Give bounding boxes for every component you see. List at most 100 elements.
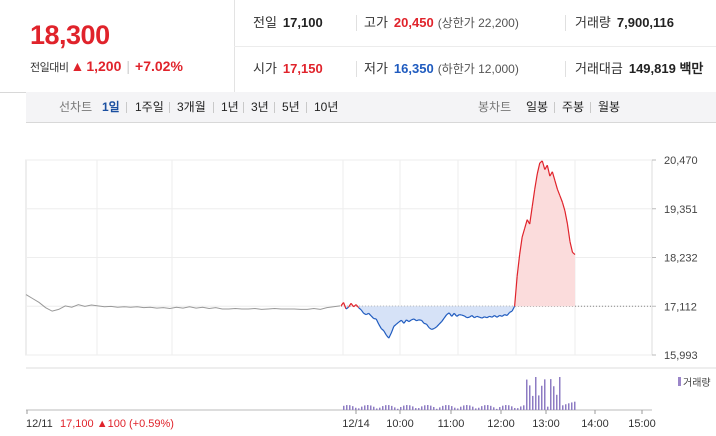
price-series-line — [365, 312, 369, 316]
divider — [565, 61, 566, 77]
volume-bar — [406, 405, 408, 410]
volume-bar — [364, 405, 366, 410]
price-series-line — [534, 173, 538, 190]
volume-bar — [511, 406, 513, 410]
lower-limit: (하한가 12,000) — [437, 62, 519, 76]
volume-bar — [502, 405, 504, 410]
volume-bar — [421, 406, 423, 410]
price-series-line — [426, 323, 430, 329]
price-series-line — [531, 189, 536, 207]
price-series-line — [501, 314, 505, 317]
current-price: 18,300 — [30, 20, 110, 50]
price-series-line — [395, 321, 400, 325]
volume-bar — [544, 379, 546, 410]
open-price: 시가 17,150 — [253, 46, 323, 92]
prev-close-value: 17,100 — [282, 15, 323, 30]
tab-daily-candle[interactable]: 일봉 — [526, 100, 549, 114]
volume-bar — [493, 407, 495, 410]
tab-monthly-candle[interactable]: 월봉 — [598, 100, 621, 114]
divider — [169, 102, 170, 113]
price-series-line — [431, 327, 435, 330]
volume-bar — [412, 406, 414, 410]
volume-bar — [403, 405, 405, 410]
price-series-line — [340, 302, 345, 307]
volume-bar — [487, 405, 489, 410]
price-series-line — [350, 302, 355, 308]
price-series-line — [516, 254, 521, 277]
x-tick-label: 13:00 — [532, 418, 560, 430]
price-series-line — [456, 314, 460, 317]
price-series-line — [504, 314, 508, 317]
price-series-line — [441, 317, 445, 322]
candle-chart-label: 봉차트 — [478, 100, 512, 114]
divider — [554, 102, 555, 113]
tab-weekly-candle[interactable]: 주봉 — [562, 100, 585, 114]
divider — [356, 61, 357, 77]
prev-close: 전일 17,100 — [253, 0, 323, 46]
price-series-line — [451, 312, 455, 317]
volume-bar — [472, 406, 474, 410]
divider: | — [126, 58, 131, 74]
volume-bar — [532, 395, 534, 410]
divider — [306, 102, 307, 113]
low-value: 16,350 — [393, 61, 434, 76]
trade-value: 거래대금 149,819 백만 — [575, 46, 703, 92]
volume-bar — [565, 404, 567, 410]
volume-bar — [373, 406, 375, 410]
price-series-line — [360, 309, 365, 314]
price-series-line — [378, 323, 382, 329]
price-series-line — [406, 319, 410, 323]
volume-value: 7,900,116 — [616, 15, 675, 30]
price-series-line — [443, 314, 448, 319]
y-tick-label: 19,351 — [664, 204, 698, 216]
volume-bar — [439, 407, 441, 410]
divider — [243, 102, 244, 113]
divider — [213, 102, 214, 113]
tab-3-months[interactable]: 3개월 — [177, 100, 206, 114]
price-series-line — [471, 315, 475, 319]
price-series-line — [551, 171, 556, 181]
price-series-line — [511, 305, 516, 312]
price-series-line — [494, 315, 498, 318]
price-series-line — [413, 318, 417, 322]
prev-day-series-line — [25, 294, 341, 312]
price-series-line — [468, 315, 473, 318]
price-series-line — [438, 321, 443, 325]
volume-bar — [463, 405, 465, 410]
x-tick-label: 10:00 — [386, 418, 414, 430]
up-arrow-icon: ▲ — [70, 58, 85, 74]
price-series-line — [561, 202, 566, 212]
volume-bar — [349, 405, 351, 410]
quote-details: 전일 17,100 고가 20,450 (상한가 22,200) 거래량 7,900,1… — [234, 0, 716, 92]
price-series-line — [446, 312, 450, 316]
price-series-line — [529, 206, 533, 225]
volume-bar — [415, 408, 417, 410]
price-series-line — [383, 330, 387, 336]
volume-legend-swatch — [678, 377, 681, 386]
current-price-panel: 18,300 전일대비 ▲ 1,200 | +7.02% — [0, 0, 235, 92]
x-tick-label: 12/14 — [342, 418, 370, 430]
chart-toolbar: 선차트 1일 1주일 3개월 1년 3년 5년 10년 봉차트 일봉 주봉 월봉 — [26, 92, 716, 123]
volume-bar — [562, 405, 564, 410]
tab-1-day[interactable]: 1일 — [102, 100, 120, 114]
volume-bar — [400, 406, 402, 410]
quote-row-1: 전일 17,100 고가 20,450 (상한가 22,200) 거래량 7,900,1… — [234, 0, 716, 47]
price-series-line — [491, 315, 495, 318]
volume-bar — [388, 405, 390, 410]
volume-bar — [355, 407, 357, 410]
volume-bar — [481, 406, 483, 410]
tab-3-years[interactable]: 3년 — [251, 100, 269, 114]
price-series-line — [496, 315, 500, 318]
volume-label: 거래량 — [575, 15, 611, 30]
tab-1-year[interactable]: 1년 — [221, 100, 239, 114]
price-series-line — [566, 223, 571, 242]
quote-summary: 18,300 전일대비 ▲ 1,200 | +7.02% 전일 17,100 고가 20,4… — [0, 0, 716, 93]
tab-5-years[interactable]: 5년 — [282, 100, 300, 114]
price-series-line — [393, 323, 397, 327]
price-series-line — [559, 195, 563, 203]
tab-1-week[interactable]: 1주일 — [135, 100, 164, 114]
intraday-price-chart[interactable]: 20,470 19,351 18,232 17,112 15,993 거래량 12/11 12… — [0, 140, 716, 436]
price-series-line — [549, 171, 553, 177]
tab-10-years[interactable]: 10년 — [314, 100, 339, 114]
x-tick-label: 12/11 — [26, 418, 53, 430]
